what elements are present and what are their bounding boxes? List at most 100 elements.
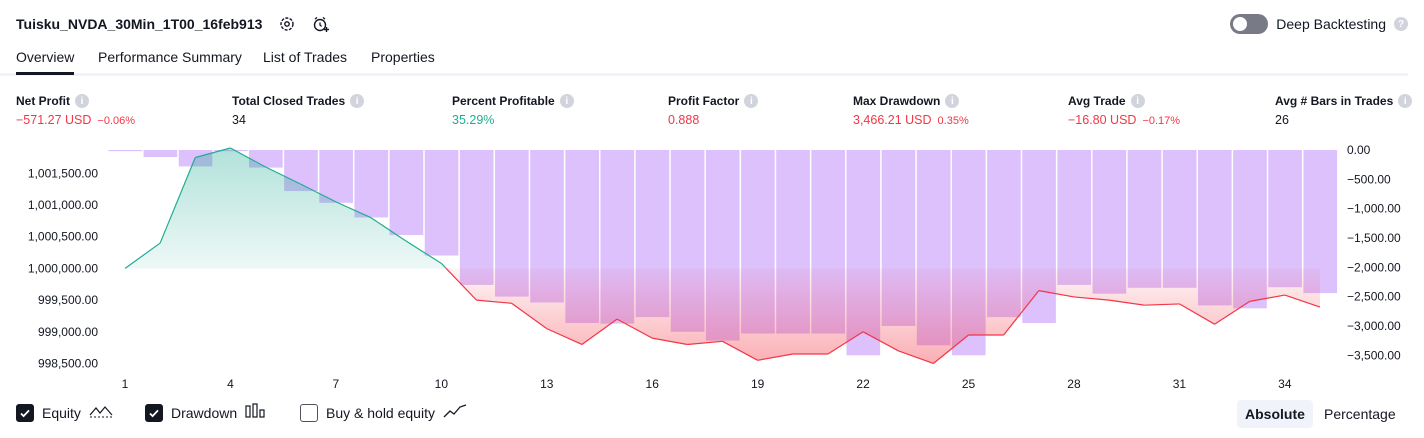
drawdown-bar[interactable] xyxy=(319,150,353,203)
equity-line-segment xyxy=(898,350,934,365)
x-tick-label: 10 xyxy=(435,377,449,391)
tab-performance-summary[interactable]: Performance Summary xyxy=(98,49,242,65)
metric-avg-trade: Avg Trade i −16.80 USD −0.17% xyxy=(1068,93,1180,127)
y-right-tick-label: −3,500.00 xyxy=(1347,348,1401,362)
equity-line-segment xyxy=(1144,303,1180,306)
x-tick-label: 31 xyxy=(1173,377,1187,391)
drawdown-bar[interactable] xyxy=(389,150,424,236)
equity-line-segment xyxy=(405,240,442,264)
drawdown-bar[interactable] xyxy=(1057,150,1092,285)
metric-total-closed-trades: Total Closed Trades i 34 xyxy=(232,93,365,127)
equity-line-segment xyxy=(335,201,372,219)
equity-profit-area xyxy=(125,148,447,269)
equity-line-segment xyxy=(265,166,301,185)
x-tick-label: 1 xyxy=(122,377,129,391)
tab-overview[interactable]: Overview xyxy=(16,49,75,75)
metric-avg-bars-in-trades: Avg # Bars in Trades i 26 xyxy=(1275,93,1413,127)
help-icon[interactable]: ? xyxy=(1394,17,1408,31)
y-right-tick-label: −500.00 xyxy=(1347,172,1391,186)
deep-backtesting-toggle[interactable] xyxy=(1230,14,1269,34)
equity-line-segment xyxy=(546,328,583,346)
metric-profit-factor: Profit Factor i 0.888 xyxy=(668,93,759,127)
equity-line-segment xyxy=(1109,299,1145,306)
equity-drawdown-chart[interactable]: 1,001,500.00 1,001,000.00 1,000,500.00 1,00… xyxy=(0,140,1424,402)
y-left-tick-label: 1,000,000.00 xyxy=(28,261,98,275)
y-right-tick-label: 0.00 xyxy=(1347,143,1371,157)
equity-line-segment xyxy=(757,353,793,361)
drawdown-bar[interactable] xyxy=(459,150,494,285)
report-tabs: Overview Performance Summary List of Tra… xyxy=(0,44,1408,76)
info-icon[interactable]: i xyxy=(559,94,574,108)
settings-gear-icon[interactable] xyxy=(278,15,296,33)
metric-percent: −0.17% xyxy=(1142,115,1181,127)
metric-max-drawdown: Max Drawdown i 3,466.21 USD 0.35% xyxy=(853,93,969,127)
buy-hold-line-icon xyxy=(443,403,467,422)
x-tick-label: 22 xyxy=(856,377,870,391)
info-icon[interactable]: i xyxy=(1398,94,1413,108)
x-tick-label: 28 xyxy=(1067,377,1081,391)
y-left-tick-label: 1,000,500.00 xyxy=(28,230,98,244)
legend-buy-hold[interactable]: Buy & hold equity xyxy=(300,403,467,422)
absolute-toggle[interactable]: Absolute xyxy=(1237,400,1313,428)
equity-line-segment xyxy=(511,302,548,330)
info-icon[interactable]: i xyxy=(350,94,365,108)
equity-line-segment xyxy=(124,242,161,269)
equity-line xyxy=(124,147,1321,365)
y-left-tick-label: 1,001,000.00 xyxy=(28,198,98,212)
metric-net-profit: Net Profit i −571.27 USD −0.06% xyxy=(16,93,135,127)
equity-line-segment xyxy=(1284,294,1321,308)
equity-line-segment xyxy=(1249,294,1285,302)
metric-percent: 0.35% xyxy=(937,115,969,127)
y-axis-right: 0.00 −500.00 −1,000.00 −1,500.00 −2,000.00 −2… xyxy=(1347,143,1401,362)
equity-line-segment xyxy=(652,337,688,346)
drawdown-bar[interactable] xyxy=(143,150,178,158)
metric-value: 0.888 xyxy=(668,113,700,127)
y-right-tick-label: −2,500.00 xyxy=(1347,290,1401,304)
equity-line-segment xyxy=(476,299,512,304)
metric-label: Profit Factor xyxy=(668,94,740,108)
equity-line-segment xyxy=(722,340,758,361)
drawdown-bar[interactable] xyxy=(1127,150,1162,288)
y-left-tick-label: 999,500.00 xyxy=(38,293,98,307)
add-alert-clock-icon[interactable] xyxy=(312,15,330,33)
tab-properties[interactable]: Properties xyxy=(371,49,435,65)
metric-percent-profitable: Percent Profitable i 35.29% xyxy=(452,93,574,127)
metric-percent: −0.06% xyxy=(97,115,136,127)
drawdown-checkbox[interactable] xyxy=(145,403,163,422)
metric-value: 34 xyxy=(232,113,246,127)
deep-backtesting-label: Deep Backtesting xyxy=(1276,16,1386,32)
equity-line-segment xyxy=(1214,300,1251,325)
legend-equity[interactable]: Equity xyxy=(16,403,113,422)
metric-label: Net Profit xyxy=(16,94,70,108)
metric-label: Percent Profitable xyxy=(452,94,555,108)
equity-line-segment xyxy=(195,147,231,159)
y-right-tick-label: −2,000.00 xyxy=(1347,260,1401,274)
y-left-tick-label: 999,000.00 xyxy=(38,325,98,339)
drawdown-bar[interactable] xyxy=(1268,150,1302,288)
legend-drawdown[interactable]: Drawdown xyxy=(145,403,267,422)
equity-checkbox[interactable] xyxy=(16,403,34,422)
equity-line-segment xyxy=(827,331,864,355)
drawdown-bar[interactable] xyxy=(424,150,459,256)
metric-value: 26 xyxy=(1275,113,1289,127)
drawdown-bar[interactable] xyxy=(108,150,143,152)
equity-line-segment xyxy=(1073,296,1110,301)
info-icon[interactable]: i xyxy=(744,94,759,108)
info-icon[interactable]: i xyxy=(945,94,960,108)
equity-line-segment xyxy=(370,217,407,242)
buy-hold-checkbox[interactable] xyxy=(300,403,318,422)
drawdown-bar[interactable] xyxy=(354,150,389,218)
x-tick-label: 4 xyxy=(227,377,234,391)
metric-label: Avg # Bars in Trades xyxy=(1275,94,1394,108)
drawdown-bar[interactable] xyxy=(1162,150,1197,288)
drawdown-bars-icon xyxy=(245,403,267,422)
x-tick-label: 19 xyxy=(751,377,765,391)
info-icon[interactable]: i xyxy=(1130,94,1145,108)
x-tick-label: 16 xyxy=(646,377,660,391)
tab-list-of-trades[interactable]: List of Trades xyxy=(263,49,348,65)
x-tick-label: 25 xyxy=(962,377,976,391)
info-icon[interactable]: i xyxy=(75,94,89,108)
percentage-toggle[interactable]: Percentage xyxy=(1324,406,1396,422)
equity-line-segment xyxy=(1179,303,1215,325)
x-axis: 1 4 7 10 13 16 19 22 25 28 31 34 xyxy=(122,377,1292,391)
